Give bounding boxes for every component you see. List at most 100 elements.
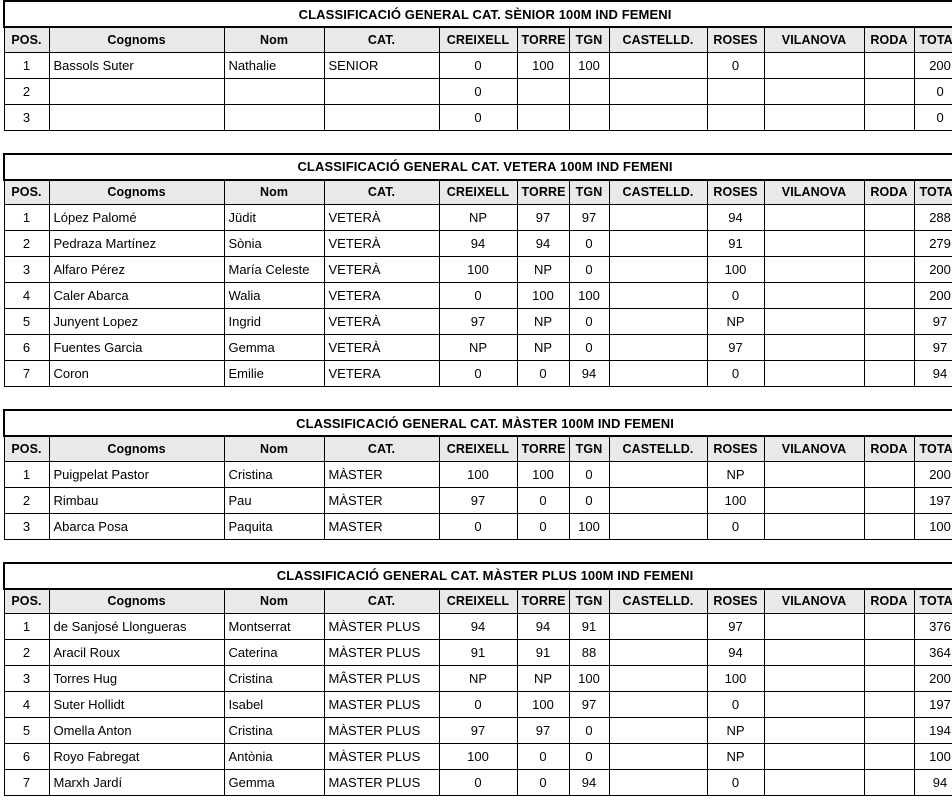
cell-roda (863, 103, 915, 131)
cell-torre: 91 (516, 639, 570, 666)
cell-nom: Ingrid (223, 308, 325, 335)
cell-total: 200 (913, 665, 952, 692)
cell-cat: MASTER PLUS (323, 691, 440, 718)
cell-vilanova (763, 613, 865, 640)
cell-tgn: 0 (568, 717, 610, 744)
cell-roses: 100 (706, 665, 765, 692)
cell-creixell: 94 (438, 230, 518, 257)
cell-cognoms (48, 103, 225, 131)
cell-vilanova (763, 486, 865, 514)
cell-torre: 94 (516, 613, 570, 640)
cell-roses: 100 (706, 486, 765, 514)
cell-cat: MASTER PLUS (323, 769, 440, 796)
cell-castelld (608, 691, 708, 718)
classification-table: CLASSIFICACIÓ GENERAL CAT. MÀSTER 100M I… (2, 409, 952, 540)
cell-creixell: 0 (438, 103, 518, 131)
column-header-vilanova: VILANOVA (763, 588, 865, 614)
cell-pos: 3 (3, 512, 50, 540)
cell-roses: 0 (706, 512, 765, 540)
column-header-cognoms: Cognoms (48, 435, 225, 462)
table-title: CLASSIFICACIÓ GENERAL CAT. MÀSTER 100M I… (2, 409, 952, 437)
cell-roses: 97 (706, 334, 765, 361)
cell-pos: 1 (3, 204, 50, 231)
cell-nom: Cristina (223, 665, 325, 692)
cell-torre (516, 103, 570, 131)
cell-cognoms: Torres Hug (48, 665, 225, 692)
column-header-torre: TORRE (516, 26, 570, 53)
cell-castelld (608, 769, 708, 796)
cell-creixell: 0 (438, 282, 518, 309)
cell-creixell: 0 (438, 769, 518, 796)
cell-vilanova (763, 691, 865, 718)
table-title-row: CLASSIFICACIÓ GENERAL CAT. VETERA 100M I… (2, 152, 952, 181)
column-header-pos: POS. (3, 179, 50, 205)
cell-vilanova (763, 460, 865, 488)
cell-vilanova (763, 204, 865, 231)
cell-cognoms: Rimbau (48, 486, 225, 514)
column-header-cognoms: Cognoms (48, 26, 225, 53)
cell-torre: 0 (516, 769, 570, 796)
table-row: 2 Pedraza Martínez Sònia VETERÀ 94 94 0 91 279 (3, 230, 952, 257)
cell-pos: 3 (3, 103, 50, 131)
table-header-row: POS. Cognoms Nom CAT. CREIXELL TORRE TGN CASTEL… (3, 588, 952, 614)
cell-tgn: 0 (568, 308, 610, 335)
table-row: 1 López Palomé Jüdit VETERÀ NP 97 97 94 288 (3, 204, 952, 231)
cell-roda (863, 360, 915, 387)
cell-roses: NP (706, 717, 765, 744)
cell-creixell: 0 (438, 360, 518, 387)
cell-pos: 5 (3, 717, 50, 744)
column-header-creixell: CREIXELL (438, 179, 518, 205)
cell-tgn: 100 (568, 665, 610, 692)
cell-nom: Emilie (223, 360, 325, 387)
column-header-cat: CAT. (323, 26, 440, 53)
cell-tgn: 0 (568, 743, 610, 770)
table-row: 3 0 0 (3, 103, 952, 131)
cell-cat: VETERÀ (323, 256, 440, 283)
cell-castelld (608, 204, 708, 231)
cell-roda (863, 204, 915, 231)
cell-torre: 100 (516, 282, 570, 309)
cell-roda (863, 486, 915, 514)
cell-castelld (608, 51, 708, 79)
column-header-nom: Nom (223, 588, 325, 614)
table-row: 7 Marxh Jardí Gemma MASTER PLUS 0 0 94 0 94 (3, 769, 952, 796)
cell-vilanova (763, 743, 865, 770)
cell-pos: 2 (3, 486, 50, 514)
column-header-torre: TORRE (516, 435, 570, 462)
table-row: 4 Caler Abarca Walia VETERA 0 100 100 0 200 (3, 282, 952, 309)
cell-nom: María Celeste (223, 256, 325, 283)
table-header-row: POS. Cognoms Nom CAT. CREIXELL TORRE TGN CASTEL… (3, 179, 952, 205)
column-header-tgn: TGN (568, 179, 610, 205)
table-title: CLASSIFICACIÓ GENERAL CAT. MÀSTER PLUS 1… (2, 561, 952, 590)
cell-creixell: 100 (438, 460, 518, 488)
column-header-torre: TORRE (516, 588, 570, 614)
cell-tgn: 0 (568, 256, 610, 283)
cell-pos: 7 (3, 769, 50, 796)
column-header-tgn: TGN (568, 435, 610, 462)
column-header-roses: ROSES (706, 588, 765, 614)
table-header-row: POS. Cognoms Nom CAT. CREIXELL TORRE TGN CASTEL… (3, 435, 952, 462)
cell-pos: 4 (3, 691, 50, 718)
cell-creixell: 97 (438, 717, 518, 744)
cell-torre: NP (516, 308, 570, 335)
cell-roda (863, 308, 915, 335)
cell-tgn: 97 (568, 204, 610, 231)
cell-total: 100 (913, 512, 952, 540)
column-header-pos: POS. (3, 435, 50, 462)
cell-cat: VETERA (323, 360, 440, 387)
table-row: 5 Omella Anton Cristina MÀSTER PLUS 97 97 0 NP 1… (3, 717, 952, 744)
cell-creixell: 0 (438, 51, 518, 79)
cell-castelld (608, 308, 708, 335)
column-header-vilanova: VILANOVA (763, 435, 865, 462)
cell-roses: 94 (706, 204, 765, 231)
table-header-row: POS. Cognoms Nom CAT. CREIXELL TORRE TGN CASTEL… (3, 26, 952, 53)
cell-cat: MÀSTER PLUS (323, 717, 440, 744)
column-header-vilanova: VILANOVA (763, 179, 865, 205)
cell-torre: 97 (516, 204, 570, 231)
cell-cat: MÀSTER PLUS (323, 639, 440, 666)
cell-vilanova (763, 639, 865, 666)
cell-tgn: 94 (568, 360, 610, 387)
cell-castelld (608, 613, 708, 640)
cell-total: 279 (913, 230, 952, 257)
column-header-cat: CAT. (323, 588, 440, 614)
